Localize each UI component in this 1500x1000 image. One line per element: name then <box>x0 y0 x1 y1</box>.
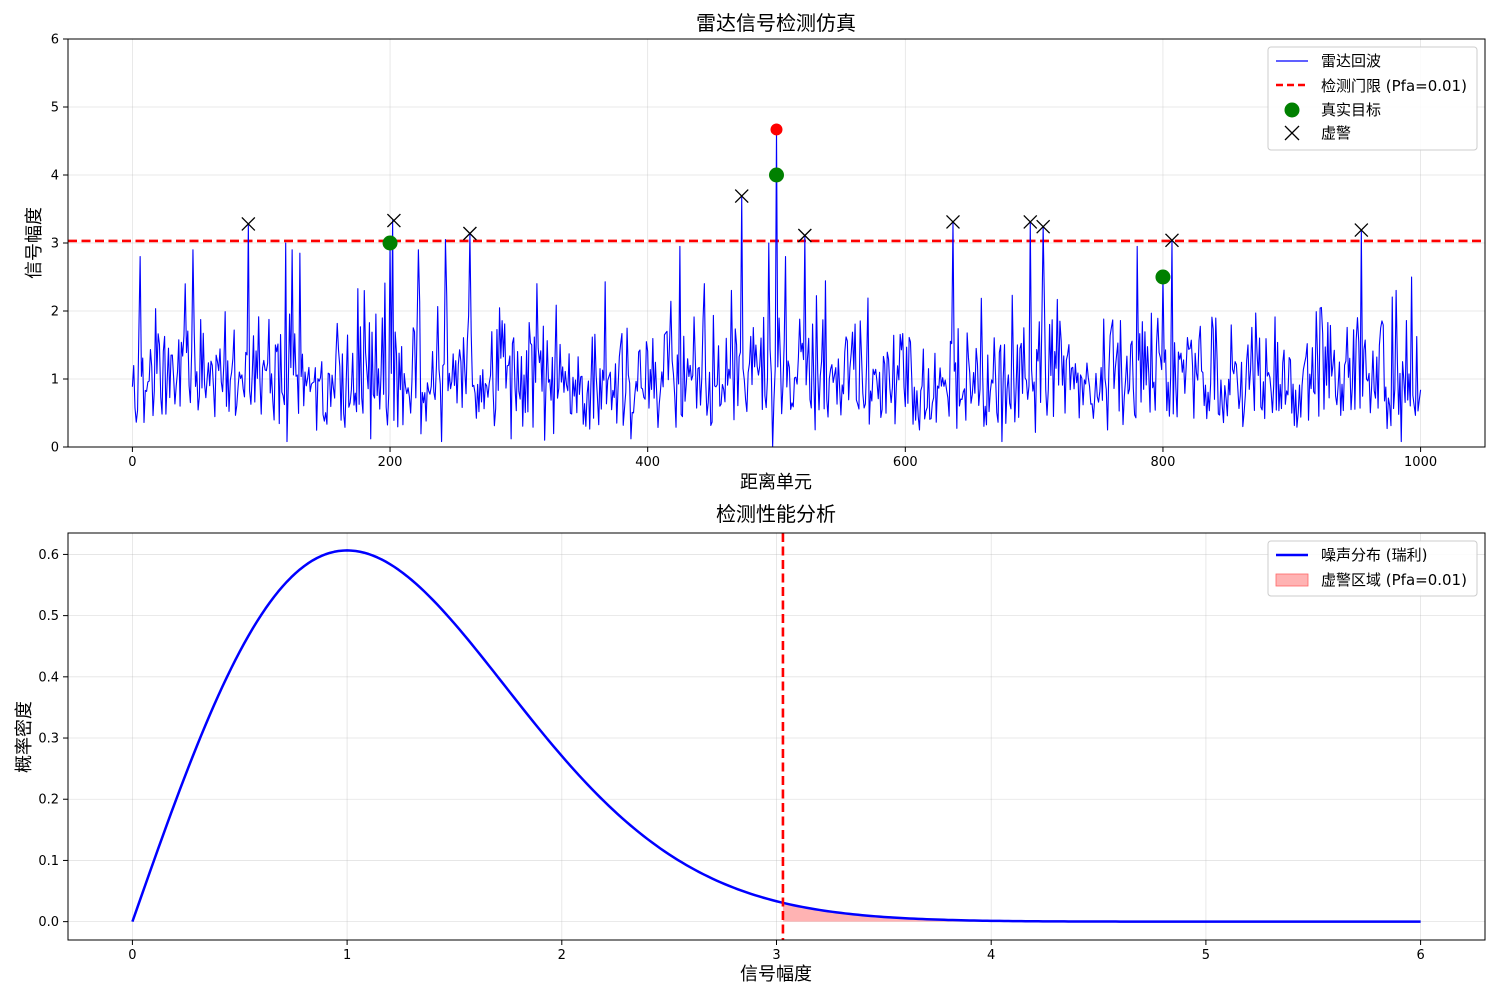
x-tick-label: 1000 <box>1404 455 1437 470</box>
false-alarm-region-layer <box>782 902 1421 922</box>
legend-echo-label: 雷达回波 <box>1321 52 1381 70</box>
legend-threshold-label: 检测门限 (Pfa=0.01) <box>1321 77 1467 95</box>
y-tick-label: 0.6 <box>38 548 59 563</box>
true-target-marker <box>1155 269 1171 285</box>
x-axis-label: 信号幅度 <box>740 964 812 985</box>
x-tick-label: 1 <box>343 948 351 963</box>
y-tick-label: 0.4 <box>38 670 59 685</box>
false-alarm-marker <box>734 189 749 204</box>
y-tick-label: 4 <box>51 169 59 184</box>
legend-true-target-label: 真实目标 <box>1321 101 1381 119</box>
x-axis-label: 距离单元 <box>740 472 812 493</box>
false-alarm-marker <box>1354 223 1369 238</box>
false-alarm-marker <box>1036 219 1051 234</box>
false-alarm-stroke <box>462 226 477 241</box>
legend: 雷达回波 检测门限 (Pfa=0.01) 真实目标 虚警 <box>1267 46 1478 151</box>
false-alarm-region <box>782 902 1421 922</box>
x-tick-label: 0 <box>128 455 136 470</box>
detection-performance-panel: 检测性能分析 0 1 2 3 4 5 6 0.0 0.1 0.2 0.3 0.4 0.5 0.6 信号幅… <box>14 502 1486 985</box>
x-tick-label: 6 <box>1416 948 1424 963</box>
legend-false-alarm-swatch <box>1284 125 1300 141</box>
false-alarm-marker <box>797 228 812 243</box>
y-tick-label: 0 <box>51 441 59 456</box>
legend-true-target-swatch <box>1284 102 1300 118</box>
y-tick-label: 0.0 <box>38 915 59 930</box>
false-alarm-stroke <box>241 217 256 231</box>
false-alarm-stroke <box>1165 233 1179 248</box>
legend-pdf-label: 噪声分布 (瑞利) <box>1321 546 1427 564</box>
y-tick-label: 2 <box>51 305 59 320</box>
x-axis-ticks: 0 1 2 3 4 5 6 <box>128 940 1425 963</box>
x-axis-ticks: 0 200 400 600 800 1000 <box>128 447 1437 470</box>
y-axis-ticks: 0.0 0.1 0.2 0.3 0.4 0.5 0.6 <box>38 548 68 930</box>
x-tick-label: 3 <box>772 948 780 963</box>
y-tick-label: 5 <box>51 101 59 116</box>
x-tick-label: 600 <box>893 455 918 470</box>
y-tick-label: 6 <box>51 33 59 48</box>
pdf-layer <box>131 549 1421 923</box>
y-axis-label: 概率密度 <box>14 701 35 773</box>
chart-title: 雷达信号检测仿真 <box>696 11 856 35</box>
chart-title: 检测性能分析 <box>716 502 836 526</box>
false-alarm-stroke <box>946 214 960 229</box>
grid <box>68 533 1485 940</box>
y-axis-label: 信号幅度 <box>24 207 45 279</box>
y-tick-label: 1 <box>51 373 59 388</box>
x-tick-label: 0 <box>128 948 136 963</box>
x-tick-label: 5 <box>1202 948 1210 963</box>
false-alarm-marker <box>1165 233 1179 248</box>
legend-box <box>1267 540 1478 597</box>
false-alarm-stroke <box>386 213 401 228</box>
true-target-marker <box>382 235 398 251</box>
legend: 噪声分布 (瑞利) 虚警区域 (Pfa=0.01) <box>1267 540 1478 597</box>
x-tick-label: 400 <box>635 455 660 470</box>
detected-peak-marker <box>770 123 783 136</box>
x-tick-label: 4 <box>987 948 995 963</box>
false-alarm-stroke <box>797 228 812 243</box>
legend-false-alarm-label: 虚警 <box>1321 124 1351 142</box>
false-alarm-stroke <box>734 189 749 204</box>
true-target-marker <box>769 167 784 183</box>
x-tick-label: 2 <box>558 948 566 963</box>
marker-layer <box>241 123 1369 285</box>
x-tick-label: 800 <box>1151 455 1176 470</box>
y-tick-label: 0.5 <box>38 609 59 624</box>
false-alarm-marker <box>946 214 960 229</box>
y-tick-label: 0.1 <box>38 854 59 869</box>
false-alarm-marker <box>386 213 401 228</box>
y-axis-ticks: 0 1 2 3 4 5 6 <box>51 33 68 456</box>
y-tick-label: 3 <box>51 237 59 252</box>
legend-box <box>1267 46 1478 151</box>
false-alarm-marker <box>462 226 477 241</box>
false-alarm-marker <box>241 217 256 231</box>
false-alarm-marker <box>1023 214 1038 229</box>
false-alarm-stroke <box>1354 223 1369 238</box>
x-tick-label: 200 <box>378 455 403 470</box>
false-alarm-stroke <box>1023 214 1038 229</box>
y-tick-label: 0.3 <box>38 732 59 747</box>
legend-fa-region-swatch <box>1275 573 1309 587</box>
legend-fa-region-label: 虚警区域 (Pfa=0.01) <box>1321 571 1467 589</box>
false-alarm-stroke <box>1036 219 1051 234</box>
rayleigh-pdf-curve <box>131 549 1421 923</box>
y-tick-label: 0.2 <box>38 793 59 808</box>
